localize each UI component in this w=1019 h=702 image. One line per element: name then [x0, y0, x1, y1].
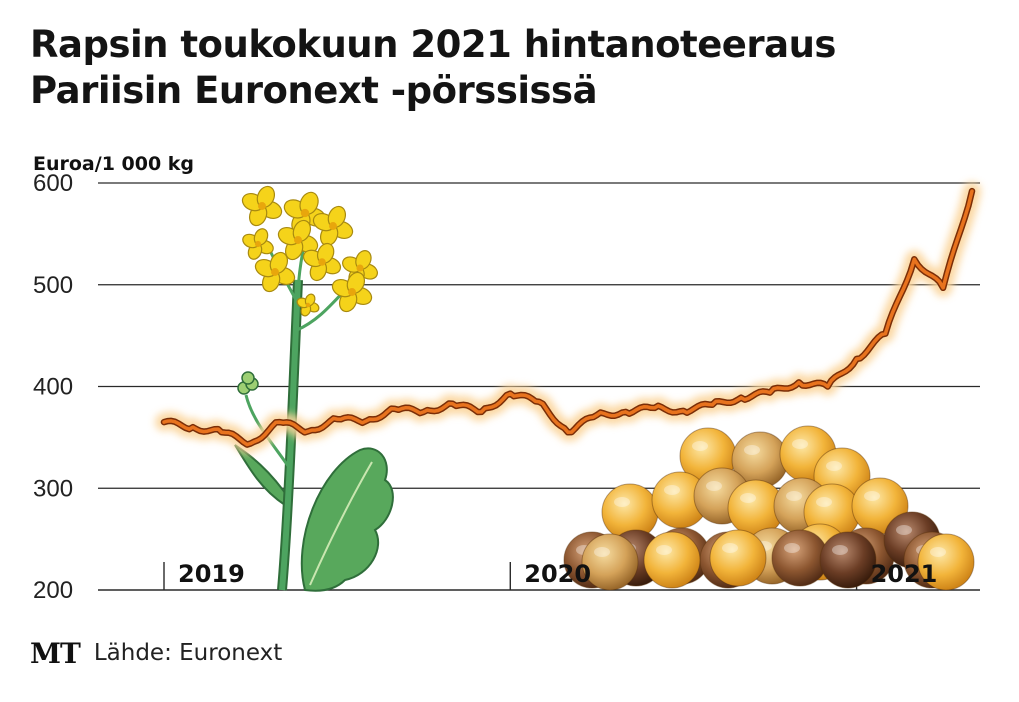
data-point-2019-07 — [335, 417, 339, 421]
data-point-2020-03 — [566, 430, 570, 434]
year-label-2019: 2019 — [178, 560, 245, 588]
data-point-2020-02 — [537, 400, 541, 404]
data-point-2019-02 — [191, 425, 195, 429]
data-point-2019-10 — [422, 410, 426, 414]
data-point-2020-06 — [652, 406, 657, 410]
y-tick-200: 200 — [33, 577, 73, 604]
data-point-2019-08 — [364, 419, 368, 423]
data-point-2019-05 — [277, 420, 282, 424]
y-tick-500: 500 — [33, 272, 73, 299]
y-tick-600: 600 — [33, 170, 73, 197]
data-point-2019-01 — [162, 420, 166, 424]
data-point-2020-08 — [710, 403, 714, 407]
data-point-2019-04 — [248, 441, 253, 446]
year-label-2020: 2020 — [524, 560, 591, 588]
data-point-2021-04 — [941, 286, 945, 290]
data-point-2020-09 — [739, 396, 743, 400]
data-point-2019-03 — [220, 430, 224, 434]
data-point-2019-09 — [393, 407, 397, 411]
data-point-2020-04 — [595, 413, 599, 417]
year-label-2021: 2021 — [871, 560, 938, 588]
title-line-1: Rapsin toukokuun 2021 hintanoteeraus — [30, 23, 836, 66]
y-tick-400: 400 — [33, 374, 73, 401]
data-point-2019-11 — [450, 402, 455, 406]
y-tick-300: 300 — [33, 475, 73, 502]
rapeseed-pile-icon — [563, 425, 975, 591]
data-point-2019-12 — [479, 410, 484, 414]
data-point-2020-07 — [681, 409, 686, 413]
rapeseed-plant-icon — [234, 185, 394, 592]
data-point-2021-03 — [912, 257, 916, 261]
source-note: Lähde: Euronext — [93, 640, 283, 666]
data-point-2020-05 — [624, 410, 628, 414]
publisher-logo: MT — [30, 636, 81, 670]
data-point-2019-06 — [306, 429, 310, 433]
data-point-2021-05 — [970, 189, 974, 193]
data-point-2020-12 — [826, 384, 830, 389]
data-point-2020-10 — [768, 391, 772, 395]
title-line-2: Pariisin Euronext -pörssissä — [30, 69, 598, 112]
data-point-2020-01 — [508, 392, 512, 396]
data-point-2021-02 — [883, 331, 888, 336]
chart-title: Rapsin toukokuun 2021 hintanoteeraus Par… — [30, 22, 836, 114]
footer: MT Lähde: Euronext — [30, 633, 282, 673]
y-unit-label: Euroa/1 000 kg — [33, 153, 194, 175]
data-point-2021-01 — [854, 357, 859, 361]
data-point-2020-11 — [797, 380, 801, 385]
